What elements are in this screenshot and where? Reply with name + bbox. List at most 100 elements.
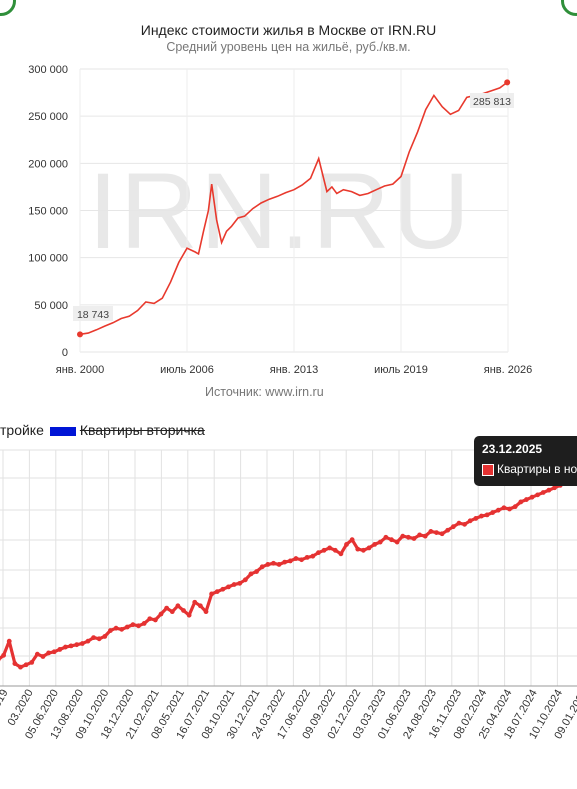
new-flats-point bbox=[91, 635, 96, 641]
legend-item-secondary[interactable]: Квартиры вторичка bbox=[79, 422, 205, 438]
new-flats-point bbox=[152, 617, 158, 623]
new-flats-point bbox=[287, 558, 293, 564]
new-flats-point bbox=[192, 599, 198, 605]
new-flats-point bbox=[79, 641, 85, 646]
new-flats-point bbox=[405, 534, 411, 540]
new-flats-point bbox=[175, 603, 181, 609]
new-flats-point bbox=[518, 499, 524, 505]
end-label-bg bbox=[470, 93, 514, 108]
y-tick-label: 150 000 bbox=[28, 206, 68, 218]
new-flats-point bbox=[321, 547, 327, 553]
new-flats-point bbox=[546, 487, 552, 493]
end-label: 285 813 bbox=[473, 96, 511, 108]
new-flats-point bbox=[422, 533, 428, 539]
new-flats-point bbox=[456, 520, 462, 526]
new-flats-point bbox=[349, 537, 355, 543]
new-flats-point bbox=[434, 530, 439, 535]
new-flats-point bbox=[214, 589, 220, 594]
new-flats-point bbox=[141, 621, 147, 626]
chart-legend[interactable]: тройке Квартиры вторичка bbox=[0, 422, 205, 438]
new-flats-point bbox=[158, 611, 164, 617]
new-flats-point bbox=[1, 652, 7, 658]
new-flats-point bbox=[338, 551, 344, 557]
new-flats-point bbox=[366, 545, 372, 551]
legend-item-new-flats[interactable]: тройке bbox=[0, 422, 44, 438]
new-flats-point bbox=[46, 650, 51, 656]
new-flats-point bbox=[108, 628, 113, 633]
new-flats-point bbox=[450, 524, 456, 530]
new-flats-point bbox=[271, 560, 276, 566]
new-flats-point bbox=[231, 582, 237, 587]
start-label-bg bbox=[73, 306, 113, 321]
new-flats-point bbox=[473, 516, 479, 521]
new-flats-point bbox=[265, 562, 271, 567]
end-point bbox=[504, 79, 511, 86]
new-flats-point bbox=[507, 506, 512, 512]
new-flats-point bbox=[316, 550, 321, 556]
new-flats-point bbox=[360, 547, 366, 553]
new-flats-point bbox=[136, 623, 141, 629]
new-flats-point bbox=[383, 534, 389, 540]
new-flats-point bbox=[299, 557, 304, 563]
new-flats-point bbox=[400, 533, 406, 539]
new-flats-point bbox=[428, 529, 434, 534]
new-flats-point bbox=[501, 505, 507, 511]
tooltip-swatch bbox=[482, 464, 494, 476]
new-flats-point bbox=[552, 485, 557, 491]
new-flats-point bbox=[411, 536, 417, 541]
new-flats-point bbox=[372, 542, 378, 547]
new-flats-point bbox=[18, 664, 23, 670]
price-index-line bbox=[79, 81, 508, 336]
new-flats-point bbox=[6, 638, 12, 644]
new-flats-point bbox=[68, 643, 74, 649]
new-flats-point bbox=[389, 537, 394, 543]
new-flats-point bbox=[113, 625, 119, 631]
new-flats-point bbox=[220, 586, 226, 592]
y-tick-label: 0 bbox=[62, 347, 68, 359]
new-flats-point bbox=[445, 527, 451, 533]
legend-swatch-secondary bbox=[49, 426, 76, 436]
new-flats-point bbox=[74, 642, 80, 648]
x-tick-label: июль 2006 bbox=[160, 364, 214, 376]
new-flats-point bbox=[57, 647, 63, 652]
new-flats-point bbox=[394, 539, 400, 545]
new-flats-point bbox=[327, 545, 333, 551]
chart-source: Источник: www.irn.ru bbox=[205, 385, 324, 399]
new-flats-point bbox=[490, 510, 496, 515]
new-flats-point bbox=[417, 532, 423, 538]
start-point bbox=[77, 331, 83, 338]
y-tick-label: 100 000 bbox=[28, 253, 68, 265]
x-tick-label: янв. 2000 bbox=[56, 364, 104, 376]
new-flats-point bbox=[226, 584, 231, 590]
new-flats-point bbox=[63, 644, 68, 650]
new-flats-point bbox=[332, 547, 338, 553]
new-flats-point bbox=[529, 494, 535, 500]
new-flats-point bbox=[276, 562, 282, 567]
new-flats-point bbox=[130, 622, 136, 628]
new-flats-point bbox=[124, 624, 130, 630]
y-tick-label: 50 000 bbox=[34, 300, 68, 312]
new-flats-point bbox=[512, 504, 518, 510]
new-flats-point bbox=[40, 654, 46, 659]
new-flats-point bbox=[147, 616, 153, 622]
new-flats-point bbox=[344, 542, 349, 547]
tooltip-series: Квартиры в но bbox=[497, 462, 577, 476]
new-flats-point bbox=[12, 661, 18, 666]
x-tick-label: янв. 2026 bbox=[484, 364, 532, 376]
chart-tooltip: 23.12.2025 Квартиры в но bbox=[474, 436, 577, 486]
corner-badge-right bbox=[561, 0, 577, 16]
chart-title: Индекс стоимости жилья в Москве от IRN.R… bbox=[140, 22, 437, 38]
y-tick-label: 200 000 bbox=[28, 158, 68, 170]
tooltip-date: 23.12.2025 bbox=[482, 442, 543, 456]
new-flats-line bbox=[0, 474, 577, 669]
start-label: 18 743 bbox=[77, 309, 109, 321]
new-flats-point bbox=[304, 554, 310, 560]
new-flats-point bbox=[181, 608, 186, 613]
y-tick-label: 250 000 bbox=[28, 111, 68, 123]
new-flats-point bbox=[282, 559, 288, 565]
chart-subtitle: Средний уровень цен на жильё, руб./кв.м. bbox=[166, 40, 411, 54]
new-flats-point bbox=[164, 605, 170, 611]
new-flats-point bbox=[34, 651, 40, 657]
new-flats-point bbox=[242, 577, 248, 583]
new-flats-point bbox=[237, 580, 243, 586]
